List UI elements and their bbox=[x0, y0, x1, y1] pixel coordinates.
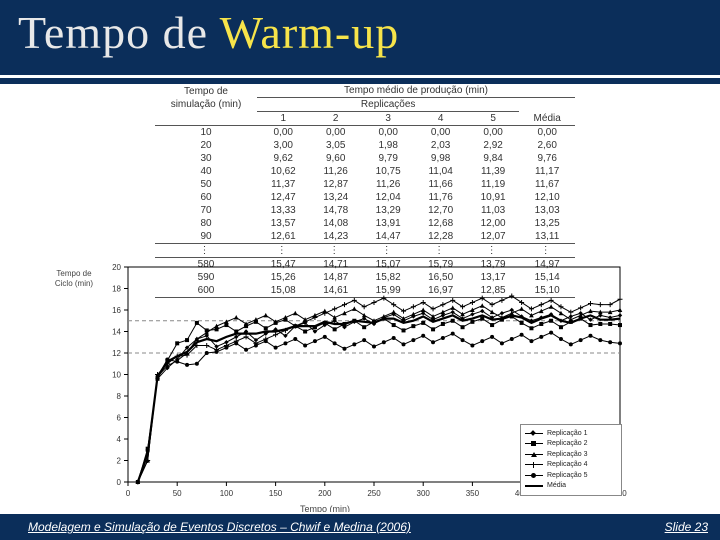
slide-header: Tempo de Warm-up bbox=[0, 0, 720, 84]
svg-text:20: 20 bbox=[112, 263, 121, 272]
svg-text:0: 0 bbox=[126, 489, 131, 498]
table-row: 9012,6114,2314,4712,2812,0713,11 bbox=[155, 230, 575, 244]
svg-text:8: 8 bbox=[117, 392, 122, 401]
table-reps-row: 1 2 3 4 5 Média bbox=[155, 112, 575, 126]
slide-title: Tempo de Warm-up bbox=[18, 6, 399, 59]
rep-col: 3 bbox=[362, 112, 414, 126]
svg-text:0: 0 bbox=[117, 478, 122, 487]
rep-col: 4 bbox=[414, 112, 466, 126]
svg-text:50: 50 bbox=[173, 489, 182, 498]
col-sim-hdr2: simulação (min) bbox=[171, 99, 242, 110]
footer-text: Modelagem e Simulação de Eventos Discret… bbox=[28, 520, 411, 534]
circle-marker-icon bbox=[525, 473, 543, 479]
svg-text:250: 250 bbox=[367, 489, 381, 498]
svg-text:14: 14 bbox=[112, 328, 121, 337]
slide-number: Slide 23 bbox=[665, 520, 708, 534]
svg-text:100: 100 bbox=[220, 489, 234, 498]
diamond-marker-icon bbox=[525, 431, 543, 437]
rep-col: 5 bbox=[467, 112, 519, 126]
svg-text:18: 18 bbox=[112, 285, 121, 294]
legend-item: Replicação 5 bbox=[525, 471, 617, 481]
chart-legend: Replicação 1 Replicação 2 Replicação 3 R… bbox=[520, 424, 622, 496]
title-accent: Warm-up bbox=[220, 7, 400, 58]
svg-text:2: 2 bbox=[117, 457, 122, 466]
cross-marker-icon bbox=[525, 462, 543, 468]
table-row: 309,629,609,799,989,849,76 bbox=[155, 152, 575, 165]
svg-text:16: 16 bbox=[112, 306, 121, 315]
header-rule bbox=[0, 75, 720, 78]
col-group-sub: Replicações bbox=[257, 98, 519, 112]
svg-text:150: 150 bbox=[269, 489, 283, 498]
svg-text:10: 10 bbox=[112, 371, 121, 380]
rep-col: 2 bbox=[309, 112, 361, 126]
rep-col: 1 bbox=[257, 112, 309, 126]
svg-text:200: 200 bbox=[318, 489, 332, 498]
chart-ylabel: Tempo deCiclo (min) bbox=[54, 269, 94, 289]
media-col: Média bbox=[519, 112, 575, 126]
col-sim-hdr1: Tempo de bbox=[184, 86, 228, 97]
col-group-hdr: Tempo médio de produção (min) bbox=[257, 84, 575, 98]
slide-content: Tempo de simulação (min) Tempo médio de … bbox=[0, 84, 720, 514]
title-prefix: Tempo de bbox=[18, 7, 220, 58]
svg-text:12: 12 bbox=[112, 349, 121, 358]
legend-item: Replicação 1 bbox=[525, 429, 617, 439]
table-row: 8013,5714,0813,9112,6812,0013,25 bbox=[155, 217, 575, 230]
thick-line-icon bbox=[525, 483, 543, 489]
triangle-marker-icon bbox=[525, 452, 543, 458]
slide-footer: Modelagem e Simulação de Eventos Discret… bbox=[0, 512, 720, 540]
table-row: 6012,4713,2412,0411,7610,9112,10 bbox=[155, 191, 575, 204]
table-row: 100,000,000,000,000,000,00 bbox=[155, 126, 575, 140]
svg-text:350: 350 bbox=[466, 489, 480, 498]
legend-item: Replicação 4 bbox=[525, 460, 617, 470]
table-header-row: Tempo de simulação (min) Tempo médio de … bbox=[155, 84, 575, 98]
legend-item: Replicação 2 bbox=[525, 439, 617, 449]
table-row: 4010,6211,2610,7511,0411,3911,17 bbox=[155, 165, 575, 178]
svg-text:4: 4 bbox=[117, 435, 122, 444]
table-row: 203,003,051,982,032,922,60 bbox=[155, 139, 575, 152]
legend-item: Replicação 3 bbox=[525, 450, 617, 460]
svg-text:6: 6 bbox=[117, 414, 122, 423]
table-row: 7013,3314,7813,2912,7011,0313,03 bbox=[155, 204, 575, 217]
svg-text:300: 300 bbox=[417, 489, 431, 498]
table-row: 5011,3712,8711,2611,6611,1911,67 bbox=[155, 178, 575, 191]
legend-item: Média bbox=[525, 481, 617, 491]
table-ellipsis-row: ⋮ ⋮ ⋮ ⋮ ⋮ ⋮ ⋮ bbox=[155, 244, 575, 258]
square-marker-icon bbox=[525, 441, 543, 447]
